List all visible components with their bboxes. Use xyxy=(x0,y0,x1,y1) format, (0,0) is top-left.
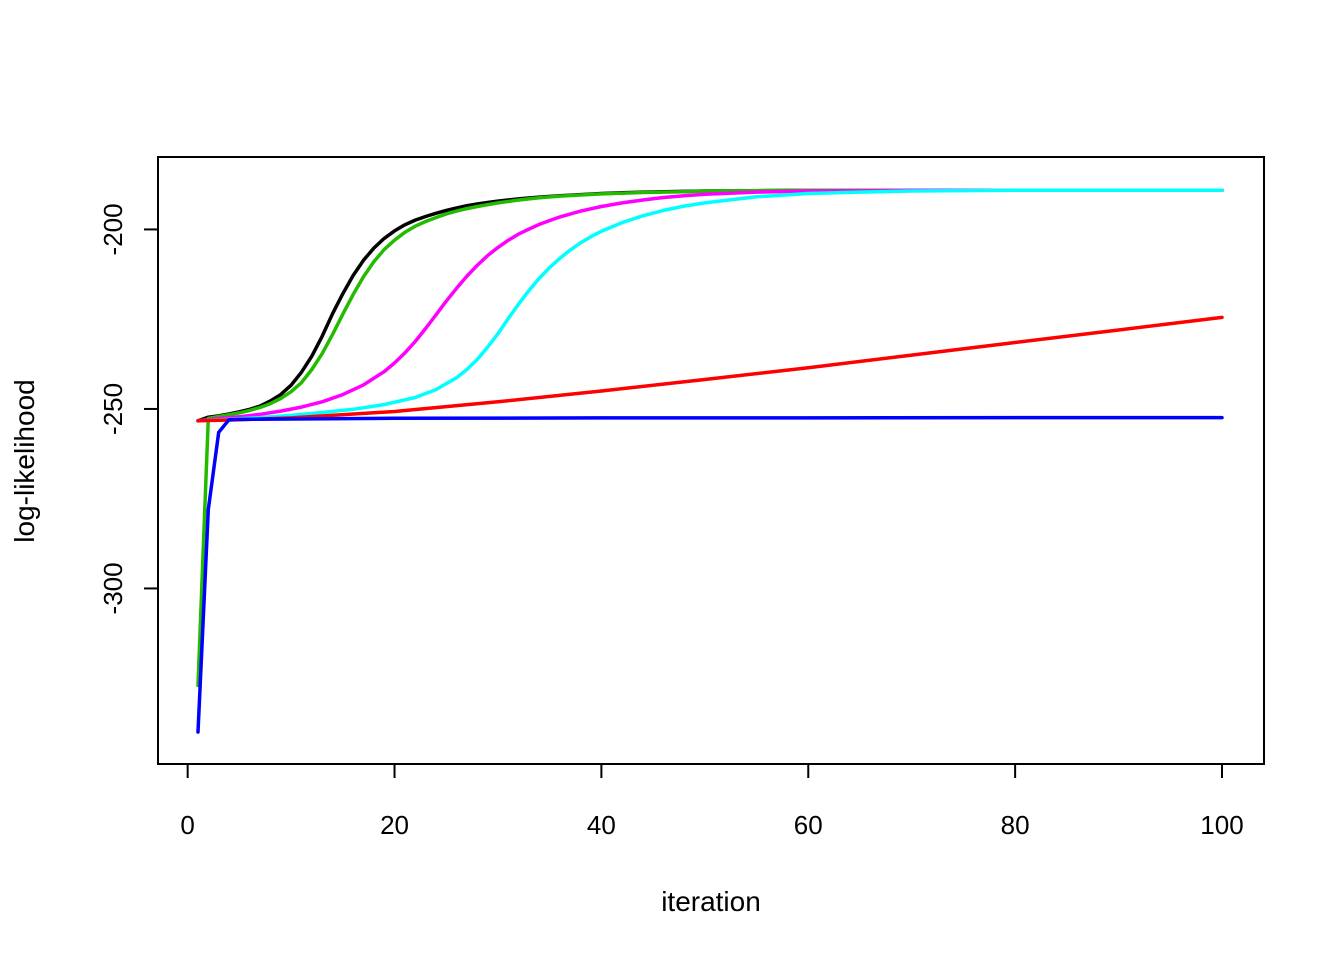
series-line-4 xyxy=(196,188,1224,423)
x-axis: 0 20 40 60 80 100 xyxy=(180,763,1244,840)
x-tick-label: 80 xyxy=(1001,810,1030,840)
y-tick-label: -200 xyxy=(98,203,128,255)
x-tick-label: 20 xyxy=(380,810,409,840)
y-axis-label: log-likelihood xyxy=(9,379,40,542)
series-line-3 xyxy=(196,188,1224,423)
x-tick-label: 100 xyxy=(1200,810,1243,840)
y-axis: -200 -250 -300 xyxy=(98,203,159,614)
y-tick-label: -250 xyxy=(98,383,128,435)
plot-frame xyxy=(157,156,1265,765)
series-line-2 xyxy=(196,188,1224,688)
x-tick-label: 40 xyxy=(587,810,616,840)
x-tick-label: 0 xyxy=(180,810,194,840)
series-group xyxy=(196,188,1224,734)
series-line-1 xyxy=(196,188,1224,423)
y-tick-label: -300 xyxy=(98,562,128,614)
x-axis-label: iteration xyxy=(661,886,761,917)
series-line-6 xyxy=(196,415,1224,734)
x-tick-label: 60 xyxy=(794,810,823,840)
series-line-5 xyxy=(196,315,1224,423)
